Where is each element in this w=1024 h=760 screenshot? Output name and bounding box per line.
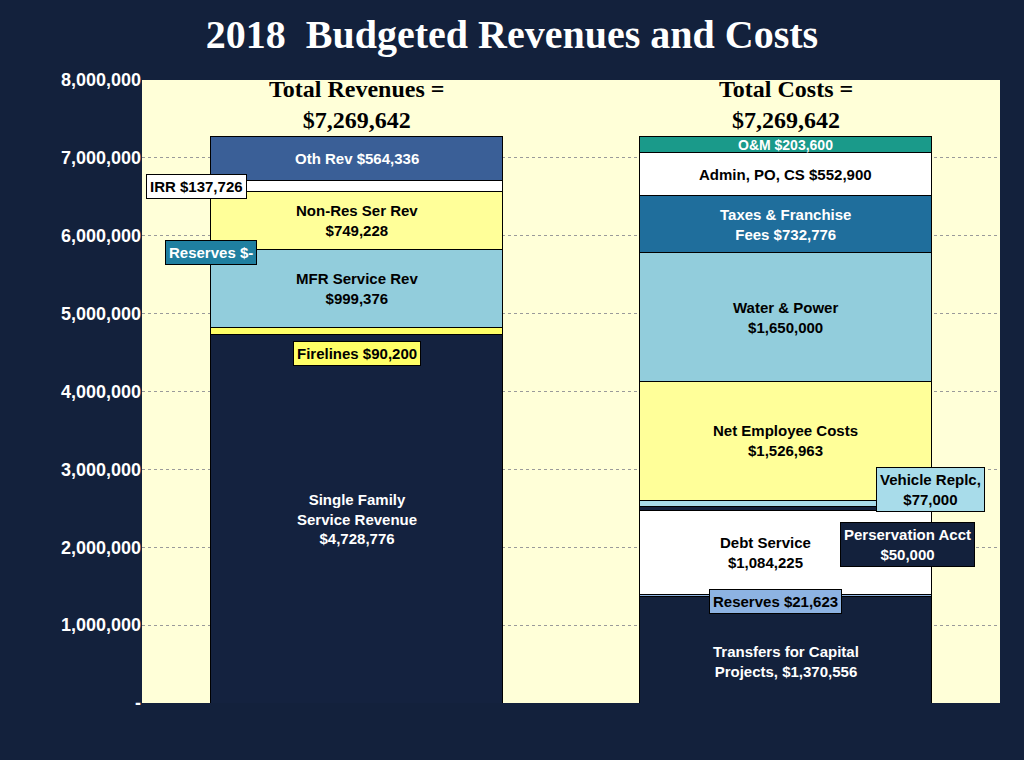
svg-text:MFR Service Rev$999,376: MFR Service Rev$999,376 xyxy=(296,270,418,307)
svg-text:O&M $203,600: O&M $203,600 xyxy=(738,137,833,153)
svg-text:Vehicle Replc,$77,000: Vehicle Replc,$77,000 xyxy=(880,471,981,508)
svg-text:-: - xyxy=(135,693,141,713)
svg-text:1,000,000: 1,000,000 xyxy=(61,615,141,635)
svg-text:Reserves $-: Reserves $- xyxy=(169,244,253,261)
svg-text:Transfers for CapitalProjects,: Transfers for CapitalProjects, $1,370,55… xyxy=(713,643,859,680)
svg-text:Non-Res Ser Rev$749,228: Non-Res Ser Rev$749,228 xyxy=(296,202,418,239)
svg-text:Oth Rev $564,336: Oth Rev $564,336 xyxy=(295,150,419,167)
svg-text:5,000,000: 5,000,000 xyxy=(61,304,141,324)
svg-text:Taxes & FranchiseFees $732,776: Taxes & FranchiseFees $732,776 xyxy=(720,206,851,243)
svg-text:IRR $137,726: IRR $137,726 xyxy=(150,178,243,195)
svg-text:2018 Budgeted Revenues and Co: 2018 Budgeted Revenues and Costs xyxy=(206,12,818,57)
svg-text:3,000,000: 3,000,000 xyxy=(61,460,141,480)
svg-text:Admin, PO, CS $552,900: Admin, PO, CS $552,900 xyxy=(699,166,872,183)
svg-text:Single FamilyService Revenue$4: Single FamilyService Revenue$4,728,776 xyxy=(297,491,417,547)
svg-text:7,000,000: 7,000,000 xyxy=(61,148,141,168)
svg-text:Reserves $21,623: Reserves $21,623 xyxy=(713,593,838,610)
svg-text:4,000,000: 4,000,000 xyxy=(61,382,141,402)
svg-text:2,000,000: 2,000,000 xyxy=(61,538,141,558)
svg-text:Firelines $90,200: Firelines $90,200 xyxy=(297,345,417,362)
svg-text:Debt Service$1,084,225: Debt Service$1,084,225 xyxy=(720,534,811,571)
svg-text:Net Employee Costs$1,526,963: Net Employee Costs$1,526,963 xyxy=(713,422,858,459)
svg-text:6,000,000: 6,000,000 xyxy=(61,226,141,246)
svg-text:Total Revenues =$7,269,642: Total Revenues =$7,269,642 xyxy=(269,76,444,133)
svg-text:8,000,000: 8,000,000 xyxy=(61,70,141,90)
svg-text:Total Costs =$7,269,642: Total Costs =$7,269,642 xyxy=(719,76,853,133)
svg-text:Water & Power$1,650,000: Water & Power$1,650,000 xyxy=(733,299,838,336)
svg-text:Perservation Acct$50,000: Perservation Acct$50,000 xyxy=(844,526,971,563)
